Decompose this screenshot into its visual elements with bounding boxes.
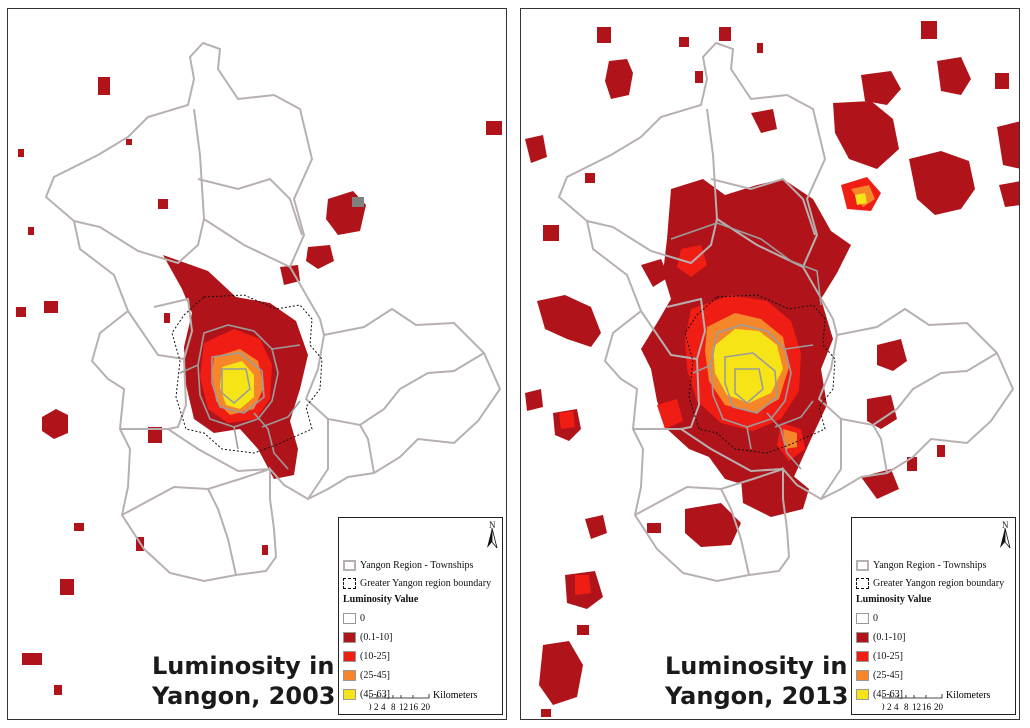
north-label: N bbox=[1002, 520, 1009, 530]
scale-tick: 2 bbox=[887, 702, 892, 712]
class-swatch bbox=[343, 631, 356, 643]
class-swatch bbox=[856, 631, 869, 643]
class-swatch bbox=[343, 650, 356, 662]
class-swatch bbox=[343, 612, 356, 624]
luminosity-peak-2013 bbox=[713, 193, 867, 403]
legend-class-label: (0.1-10] bbox=[360, 631, 393, 643]
north-label: N bbox=[489, 520, 496, 530]
scale-tick: 12 bbox=[912, 702, 921, 712]
scale-tick: 20 bbox=[934, 702, 944, 712]
scale-bar: Kilometers 0 2 4 8 12 16 20 bbox=[882, 690, 991, 712]
legend-boundary-label: Greater Yangon region boundary bbox=[873, 577, 1005, 589]
boundary-swatch bbox=[856, 577, 869, 589]
legend-class-label: (45-63] bbox=[873, 688, 903, 700]
inner-townships-2013 bbox=[670, 222, 822, 470]
legend-class: (10-25] bbox=[343, 649, 390, 663]
gray-patch bbox=[352, 197, 364, 207]
scale-tick: 16 bbox=[922, 702, 932, 712]
legend-class: (45-63] bbox=[343, 687, 390, 701]
legend-class-label: 0 bbox=[360, 612, 365, 624]
legend-class-label: (25-45] bbox=[873, 669, 903, 681]
class-swatch bbox=[343, 688, 356, 700]
north-arrow-icon bbox=[1000, 527, 1011, 549]
map-title-2013: Luminosity in Yangon, 2013 bbox=[665, 651, 849, 711]
legend-2003: N Yangon Region - Townships Greater Yang… bbox=[338, 517, 503, 715]
legend-boundary-label: Greater Yangon region boundary bbox=[360, 577, 492, 589]
north-arrow-icon bbox=[487, 527, 498, 549]
township-outlines-2003 bbox=[44, 41, 502, 583]
legend-townships-label: Yangon Region - Townships bbox=[360, 559, 474, 571]
map-panel-2013: Luminosity in Yangon, 2013 N Yangon Regi… bbox=[520, 8, 1020, 720]
legend-townships: Yangon Region - Townships bbox=[343, 558, 473, 572]
legend-townships: Yangon Region - Townships bbox=[856, 558, 986, 572]
scale-tick: 12 bbox=[399, 702, 408, 712]
legend-class: 0 bbox=[343, 611, 365, 625]
scale-tick: 0 bbox=[882, 702, 885, 712]
legend-class-label: 0 bbox=[873, 612, 878, 624]
class-swatch bbox=[856, 612, 869, 624]
scale-tick: 20 bbox=[421, 702, 431, 712]
legend-class: (25-45] bbox=[343, 668, 390, 682]
scale-unit: Kilometers bbox=[946, 690, 991, 701]
luminosity-peak-2003 bbox=[220, 361, 254, 409]
map-2013 bbox=[525, 21, 1019, 717]
legend-boundary: Greater Yangon region boundary bbox=[343, 576, 491, 590]
class-swatch bbox=[856, 650, 869, 662]
map-title-line1: Luminosity in bbox=[665, 652, 848, 680]
map-panel-2003: Luminosity in Yangon, 2003 N Yangon Regi… bbox=[7, 8, 507, 720]
scale-tick: 8 bbox=[904, 702, 909, 712]
map-2003 bbox=[16, 41, 502, 695]
scale-tick: 8 bbox=[391, 702, 396, 712]
greater-yangon-boundary-2013 bbox=[684, 294, 836, 454]
legend-class: (45-63] bbox=[856, 687, 903, 701]
boundary-swatch bbox=[343, 577, 356, 589]
legend-townships-label: Yangon Region - Townships bbox=[873, 559, 987, 571]
scale-tick: 16 bbox=[409, 702, 419, 712]
legend-class: (10-25] bbox=[856, 649, 903, 663]
legend-class: (0.1-10] bbox=[856, 630, 906, 644]
scale-unit: Kilometers bbox=[433, 690, 478, 701]
class-swatch bbox=[856, 669, 869, 681]
legend-class-label: (25-45] bbox=[360, 669, 390, 681]
legend-class: 0 bbox=[856, 611, 878, 625]
class-swatch bbox=[343, 669, 356, 681]
map-title-2003: Luminosity in Yangon, 2003 bbox=[152, 651, 336, 711]
greater-yangon-boundary-2003 bbox=[171, 294, 323, 454]
scale-tick: 0 bbox=[369, 702, 372, 712]
scale-bar: Kilometers 0 2 4 8 12 16 20 bbox=[369, 690, 478, 712]
scale-tick: 4 bbox=[381, 702, 386, 712]
legend-class-label: (10-25] bbox=[360, 650, 390, 662]
legend-header: Luminosity Value bbox=[856, 594, 932, 605]
map-title-line2: Yangon, 2003 bbox=[152, 682, 336, 710]
map-title-line2: Yangon, 2013 bbox=[665, 682, 849, 710]
legend-2013: N Yangon Region - Townships Greater Yang… bbox=[851, 517, 1016, 715]
legend-boundary: Greater Yangon region boundary bbox=[856, 576, 1004, 590]
scale-tick: 2 bbox=[374, 702, 379, 712]
scale-tick: 4 bbox=[894, 702, 899, 712]
legend-class: (25-45] bbox=[856, 668, 903, 682]
legend-header: Luminosity Value bbox=[343, 594, 419, 605]
legend-class: (0.1-10] bbox=[343, 630, 393, 644]
legend-class-label: (45-63] bbox=[360, 688, 390, 700]
townships-swatch bbox=[856, 559, 869, 571]
legend-class-label: (0.1-10] bbox=[873, 631, 906, 643]
townships-swatch bbox=[343, 559, 356, 571]
map-title-line1: Luminosity in bbox=[152, 652, 335, 680]
inner-townships-2003 bbox=[179, 324, 301, 470]
legend-class-label: (10-25] bbox=[873, 650, 903, 662]
class-swatch bbox=[856, 688, 869, 700]
